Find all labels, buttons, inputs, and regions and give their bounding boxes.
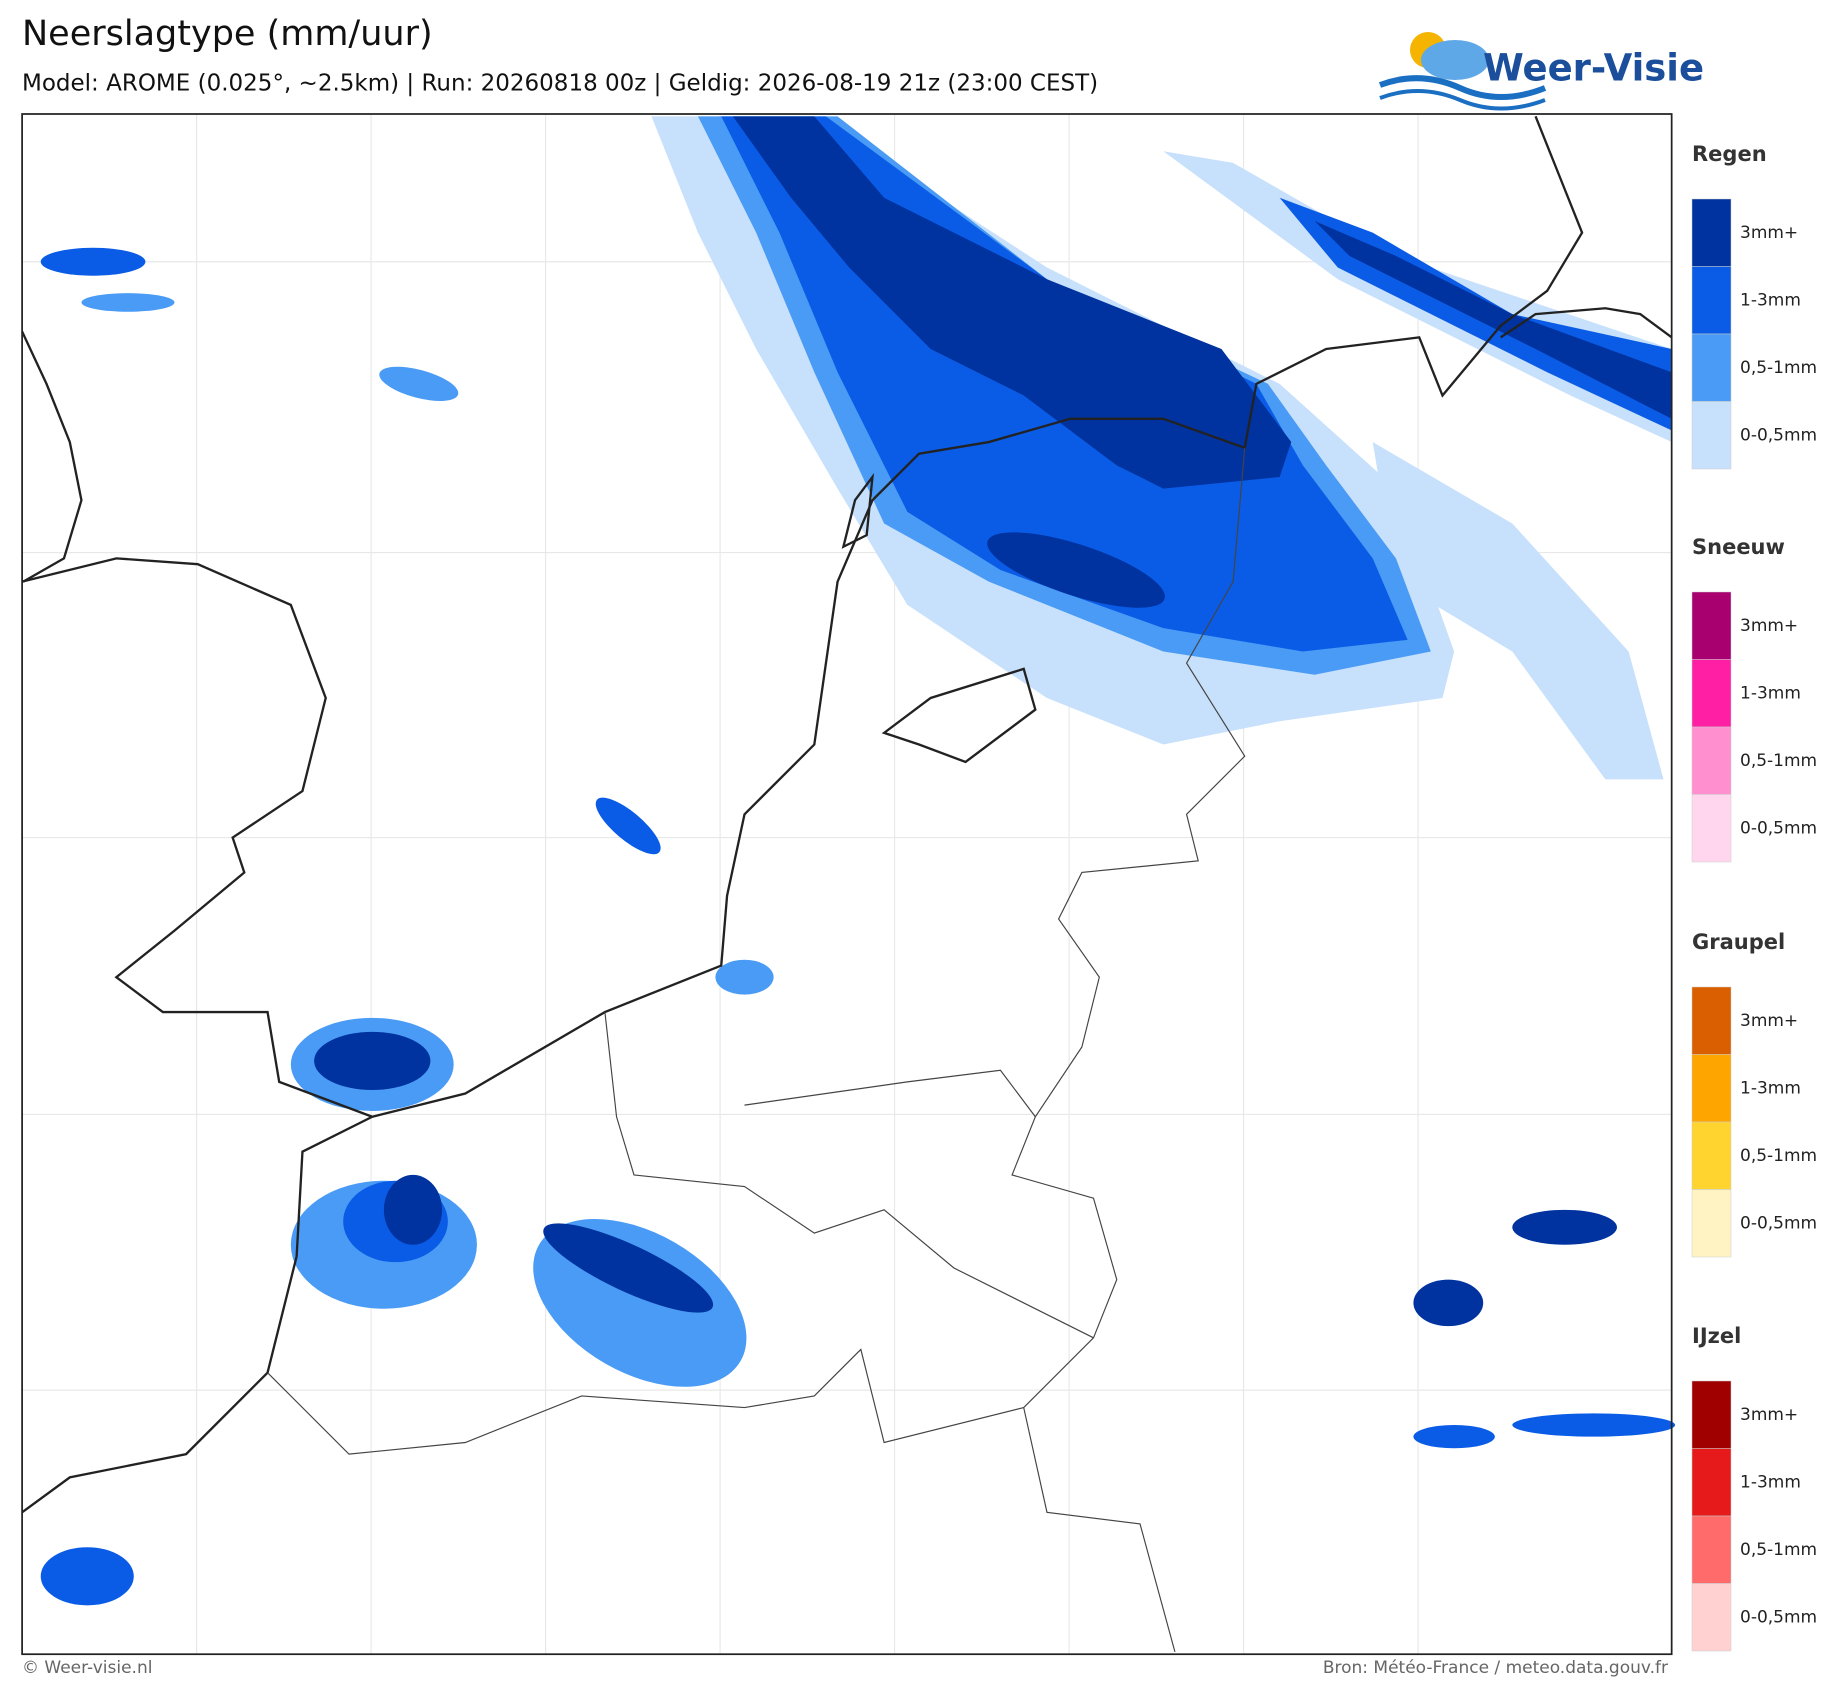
legend-label: 0,5-1mm xyxy=(1740,358,1817,378)
legend-label: 1-3mm xyxy=(1740,1472,1801,1492)
legend-swatch xyxy=(1691,1054,1732,1123)
legend-swatch xyxy=(1691,794,1732,863)
footer-right: Bron: Météo-France / meteo.data.gouv.fr xyxy=(1323,1658,1668,1678)
legend-swatch xyxy=(1691,986,1732,1055)
legend-label: 1-3mm xyxy=(1740,1078,1801,1098)
legend-swatch xyxy=(1691,401,1732,470)
legend-swatch xyxy=(1691,1515,1732,1584)
legend-swatch xyxy=(1691,659,1732,728)
legend-label: 1-3mm xyxy=(1740,290,1801,310)
legend-swatch xyxy=(1691,726,1732,795)
legend-swatch xyxy=(1691,1189,1732,1258)
legend-group-title: Graupel xyxy=(1692,930,1785,954)
legend-swatch xyxy=(1691,1121,1732,1190)
legend-label: 1-3mm xyxy=(1740,683,1801,703)
title: Neerslagtype (mm/uur) xyxy=(22,14,433,54)
legend-group-title: Sneeuw xyxy=(1692,535,1785,559)
legend-label: 0-0,5mm xyxy=(1740,1213,1817,1233)
legend-swatch xyxy=(1691,266,1732,335)
footer-left: © Weer-visie.nl xyxy=(22,1658,152,1678)
legend-swatch xyxy=(1691,1583,1732,1652)
logo-text: Weer-Visie xyxy=(1483,47,1704,90)
legend-swatch xyxy=(1691,198,1732,267)
legend-label: 0-0,5mm xyxy=(1740,1607,1817,1627)
legend-label: 0-0,5mm xyxy=(1740,818,1817,838)
legend-label: 0,5-1mm xyxy=(1740,751,1817,771)
legend: Regen 3mm+ 1-3mm 0,5-1mm 0-0,5mm Sneeuw 3mm+ 1-… xyxy=(1691,142,1817,1652)
legend-label: 3mm+ xyxy=(1740,1405,1798,1425)
map xyxy=(21,113,1676,1656)
legend-swatch xyxy=(1691,333,1732,402)
legend-swatch xyxy=(1691,1380,1732,1449)
legend-label: 3mm+ xyxy=(1740,223,1798,243)
legend-label: 0-0,5mm xyxy=(1740,425,1817,445)
legend-label: 3mm+ xyxy=(1740,616,1798,636)
legend-group-title: IJzel xyxy=(1692,1324,1741,1348)
legend-swatch xyxy=(1691,591,1732,660)
legend-swatch xyxy=(1691,1448,1732,1517)
legend-label: 0,5-1mm xyxy=(1740,1146,1817,1166)
subtitle: Model: AROME (0.025°, ~2.5km) | Run: 202… xyxy=(22,71,1098,97)
legend-group-title: Regen xyxy=(1692,142,1767,166)
legend-label: 0,5-1mm xyxy=(1740,1540,1817,1560)
logo: Weer-Visie xyxy=(1378,32,1704,111)
legend-label: 3mm+ xyxy=(1740,1011,1798,1031)
